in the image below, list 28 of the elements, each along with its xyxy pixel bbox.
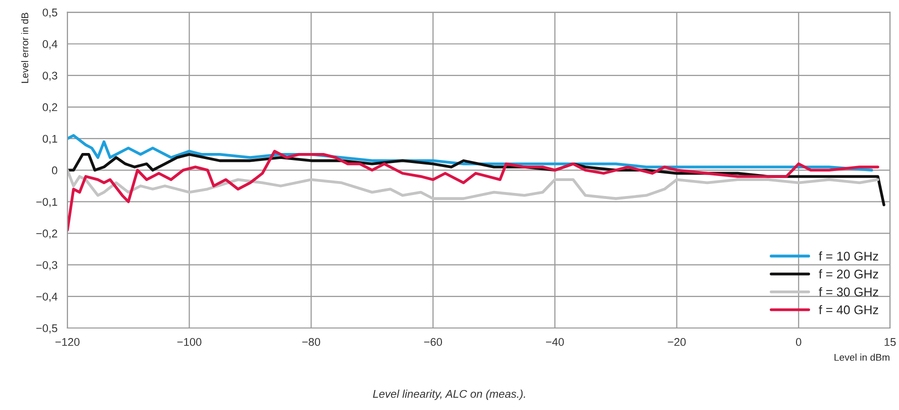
y-tick-label: 0,5 (42, 8, 58, 18)
x-tick-label: −80 (302, 338, 320, 346)
line-series (67, 150, 880, 232)
line-series (67, 168, 880, 200)
x-tick-label: −20 (668, 338, 686, 346)
y-tick-label: −0,2 (36, 230, 58, 239)
y-tick-label: 0 (52, 166, 58, 174)
x-axis-title: Level in dBm (834, 354, 890, 361)
legend-label: f = 10 GHz (818, 251, 878, 261)
legend-label: f = 30 GHz (818, 287, 878, 296)
y-tick-label: 0,2 (42, 103, 58, 112)
y-tick-label: −0,1 (36, 198, 58, 208)
y-axis-title: Level error in dB (21, 12, 28, 83)
legend-label: f = 20 GHz (818, 269, 878, 278)
x-tick-label: 15 (884, 338, 896, 346)
text: Level linearity, ALC on (meas.). (372, 390, 526, 400)
y-tick-label: −0,4 (36, 292, 58, 302)
x-tick-label: 0 (796, 338, 802, 346)
y-tick-label: −0,5 (36, 324, 58, 334)
y-tick-label: −0,3 (36, 261, 58, 270)
y-tick-label: 0,1 (42, 134, 58, 144)
x-tick-label: −100 (177, 338, 202, 346)
x-tick-label: −40 (546, 338, 564, 346)
x-tick-label: −60 (424, 338, 442, 346)
x-tick-label: −120 (55, 338, 80, 346)
y-tick-label: 0,4 (42, 40, 58, 50)
legend-label: f = 40 GHz (818, 305, 878, 314)
y-tick-label: 0,3 (42, 72, 58, 81)
